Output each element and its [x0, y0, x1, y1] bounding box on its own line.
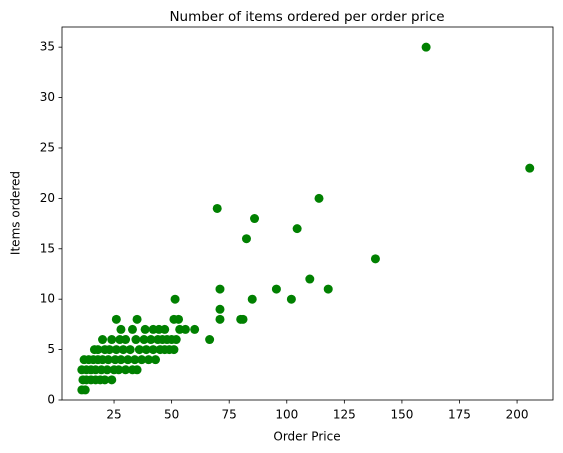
- chart-title: Number of items ordered per order price: [169, 9, 444, 25]
- point: [125, 345, 135, 355]
- point: [215, 304, 225, 314]
- point: [175, 324, 185, 334]
- point: [370, 254, 380, 264]
- point: [132, 314, 142, 324]
- y-axis-label: Items ordered: [9, 171, 23, 255]
- point: [137, 355, 147, 365]
- y-tick-label: 30: [40, 90, 55, 104]
- point: [114, 365, 124, 375]
- point: [107, 335, 117, 345]
- plot-area: [77, 42, 535, 395]
- point: [134, 345, 144, 355]
- point: [80, 385, 90, 395]
- point: [250, 214, 260, 224]
- point: [139, 335, 149, 345]
- y-tick-label: 20: [40, 191, 55, 205]
- point: [314, 193, 324, 203]
- point: [421, 42, 431, 52]
- x-tick-label: 150: [390, 408, 413, 422]
- x-tick-label: 125: [333, 408, 356, 422]
- point: [104, 345, 114, 355]
- point: [271, 284, 281, 294]
- point: [141, 345, 151, 355]
- point: [111, 314, 121, 324]
- y-tick-label: 35: [40, 40, 55, 54]
- point: [525, 163, 535, 173]
- point: [100, 375, 110, 385]
- point: [305, 274, 315, 284]
- y-tick-label: 25: [40, 140, 55, 154]
- x-tick-label: 100: [275, 408, 298, 422]
- point: [123, 355, 133, 365]
- x-axis-label: Order Price: [273, 430, 340, 444]
- point: [241, 234, 251, 244]
- axes-frame: [61, 26, 554, 401]
- point: [103, 355, 113, 365]
- y-tick-label: 10: [40, 292, 55, 306]
- point: [111, 345, 121, 355]
- point: [286, 294, 296, 304]
- point: [121, 365, 131, 375]
- point: [116, 324, 126, 334]
- point: [169, 345, 179, 355]
- x-tick-label: 200: [506, 408, 529, 422]
- point: [205, 335, 215, 345]
- point: [215, 284, 225, 294]
- x-tick-label: 175: [448, 408, 471, 422]
- point: [93, 345, 103, 355]
- x-tick-label: 25: [106, 408, 121, 422]
- point: [148, 345, 158, 355]
- point: [102, 365, 112, 375]
- point: [146, 335, 156, 345]
- point: [118, 345, 128, 355]
- y-tick-label: 5: [47, 342, 55, 356]
- point: [170, 294, 180, 304]
- point: [130, 355, 140, 365]
- point: [98, 335, 108, 345]
- point: [323, 284, 333, 294]
- point: [116, 355, 126, 365]
- point: [144, 355, 154, 365]
- point: [238, 314, 248, 324]
- y-tick-label: 15: [40, 241, 55, 255]
- y-tick-label: 0: [47, 393, 55, 407]
- point: [171, 335, 181, 345]
- point: [247, 294, 257, 304]
- point: [160, 324, 170, 334]
- point: [121, 335, 131, 345]
- point: [169, 314, 179, 324]
- point: [212, 203, 222, 213]
- point: [215, 314, 225, 324]
- point: [132, 365, 142, 375]
- point: [127, 324, 137, 334]
- point: [140, 324, 150, 334]
- point: [292, 224, 302, 234]
- point: [107, 375, 117, 385]
- point: [190, 324, 200, 334]
- point: [131, 335, 141, 345]
- x-tick-label: 50: [164, 408, 179, 422]
- x-tick-label: 75: [222, 408, 237, 422]
- point: [151, 355, 161, 365]
